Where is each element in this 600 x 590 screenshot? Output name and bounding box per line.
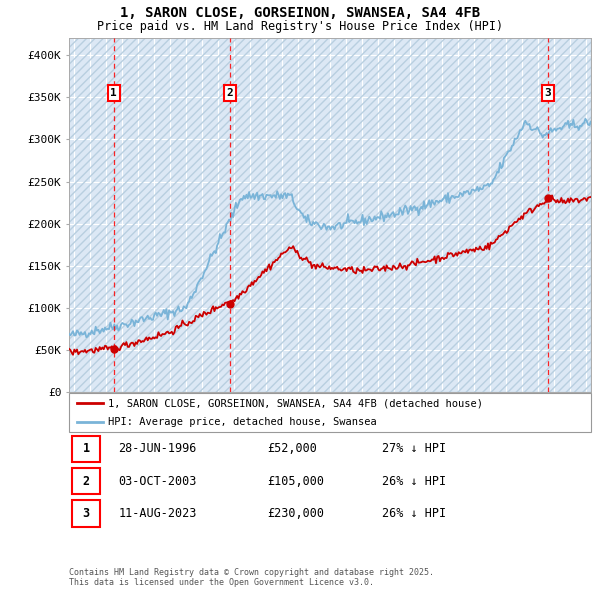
Text: 3: 3 [545, 88, 551, 98]
Text: 2: 2 [82, 474, 89, 488]
Text: 03-OCT-2003: 03-OCT-2003 [119, 474, 197, 488]
Text: £52,000: £52,000 [268, 442, 317, 455]
FancyBboxPatch shape [69, 393, 591, 432]
Text: Contains HM Land Registry data © Crown copyright and database right 2025.
This d: Contains HM Land Registry data © Crown c… [69, 568, 434, 587]
Text: 1, SARON CLOSE, GORSEINON, SWANSEA, SA4 4FB: 1, SARON CLOSE, GORSEINON, SWANSEA, SA4 … [120, 6, 480, 20]
Text: 28-JUN-1996: 28-JUN-1996 [119, 442, 197, 455]
FancyBboxPatch shape [71, 500, 100, 527]
Text: HPI: Average price, detached house, Swansea: HPI: Average price, detached house, Swan… [108, 417, 377, 427]
Text: 2: 2 [227, 88, 233, 98]
Text: 1, SARON CLOSE, GORSEINON, SWANSEA, SA4 4FB (detached house): 1, SARON CLOSE, GORSEINON, SWANSEA, SA4 … [108, 398, 483, 408]
Text: 1: 1 [110, 88, 117, 98]
Text: 26% ↓ HPI: 26% ↓ HPI [382, 474, 446, 488]
FancyBboxPatch shape [71, 468, 100, 494]
Text: Price paid vs. HM Land Registry's House Price Index (HPI): Price paid vs. HM Land Registry's House … [97, 20, 503, 33]
Text: 11-AUG-2023: 11-AUG-2023 [119, 507, 197, 520]
Text: £105,000: £105,000 [268, 474, 325, 488]
Text: 1: 1 [82, 442, 89, 455]
Text: 27% ↓ HPI: 27% ↓ HPI [382, 442, 446, 455]
Text: 3: 3 [82, 507, 89, 520]
Text: 26% ↓ HPI: 26% ↓ HPI [382, 507, 446, 520]
FancyBboxPatch shape [71, 435, 100, 462]
Text: £230,000: £230,000 [268, 507, 325, 520]
